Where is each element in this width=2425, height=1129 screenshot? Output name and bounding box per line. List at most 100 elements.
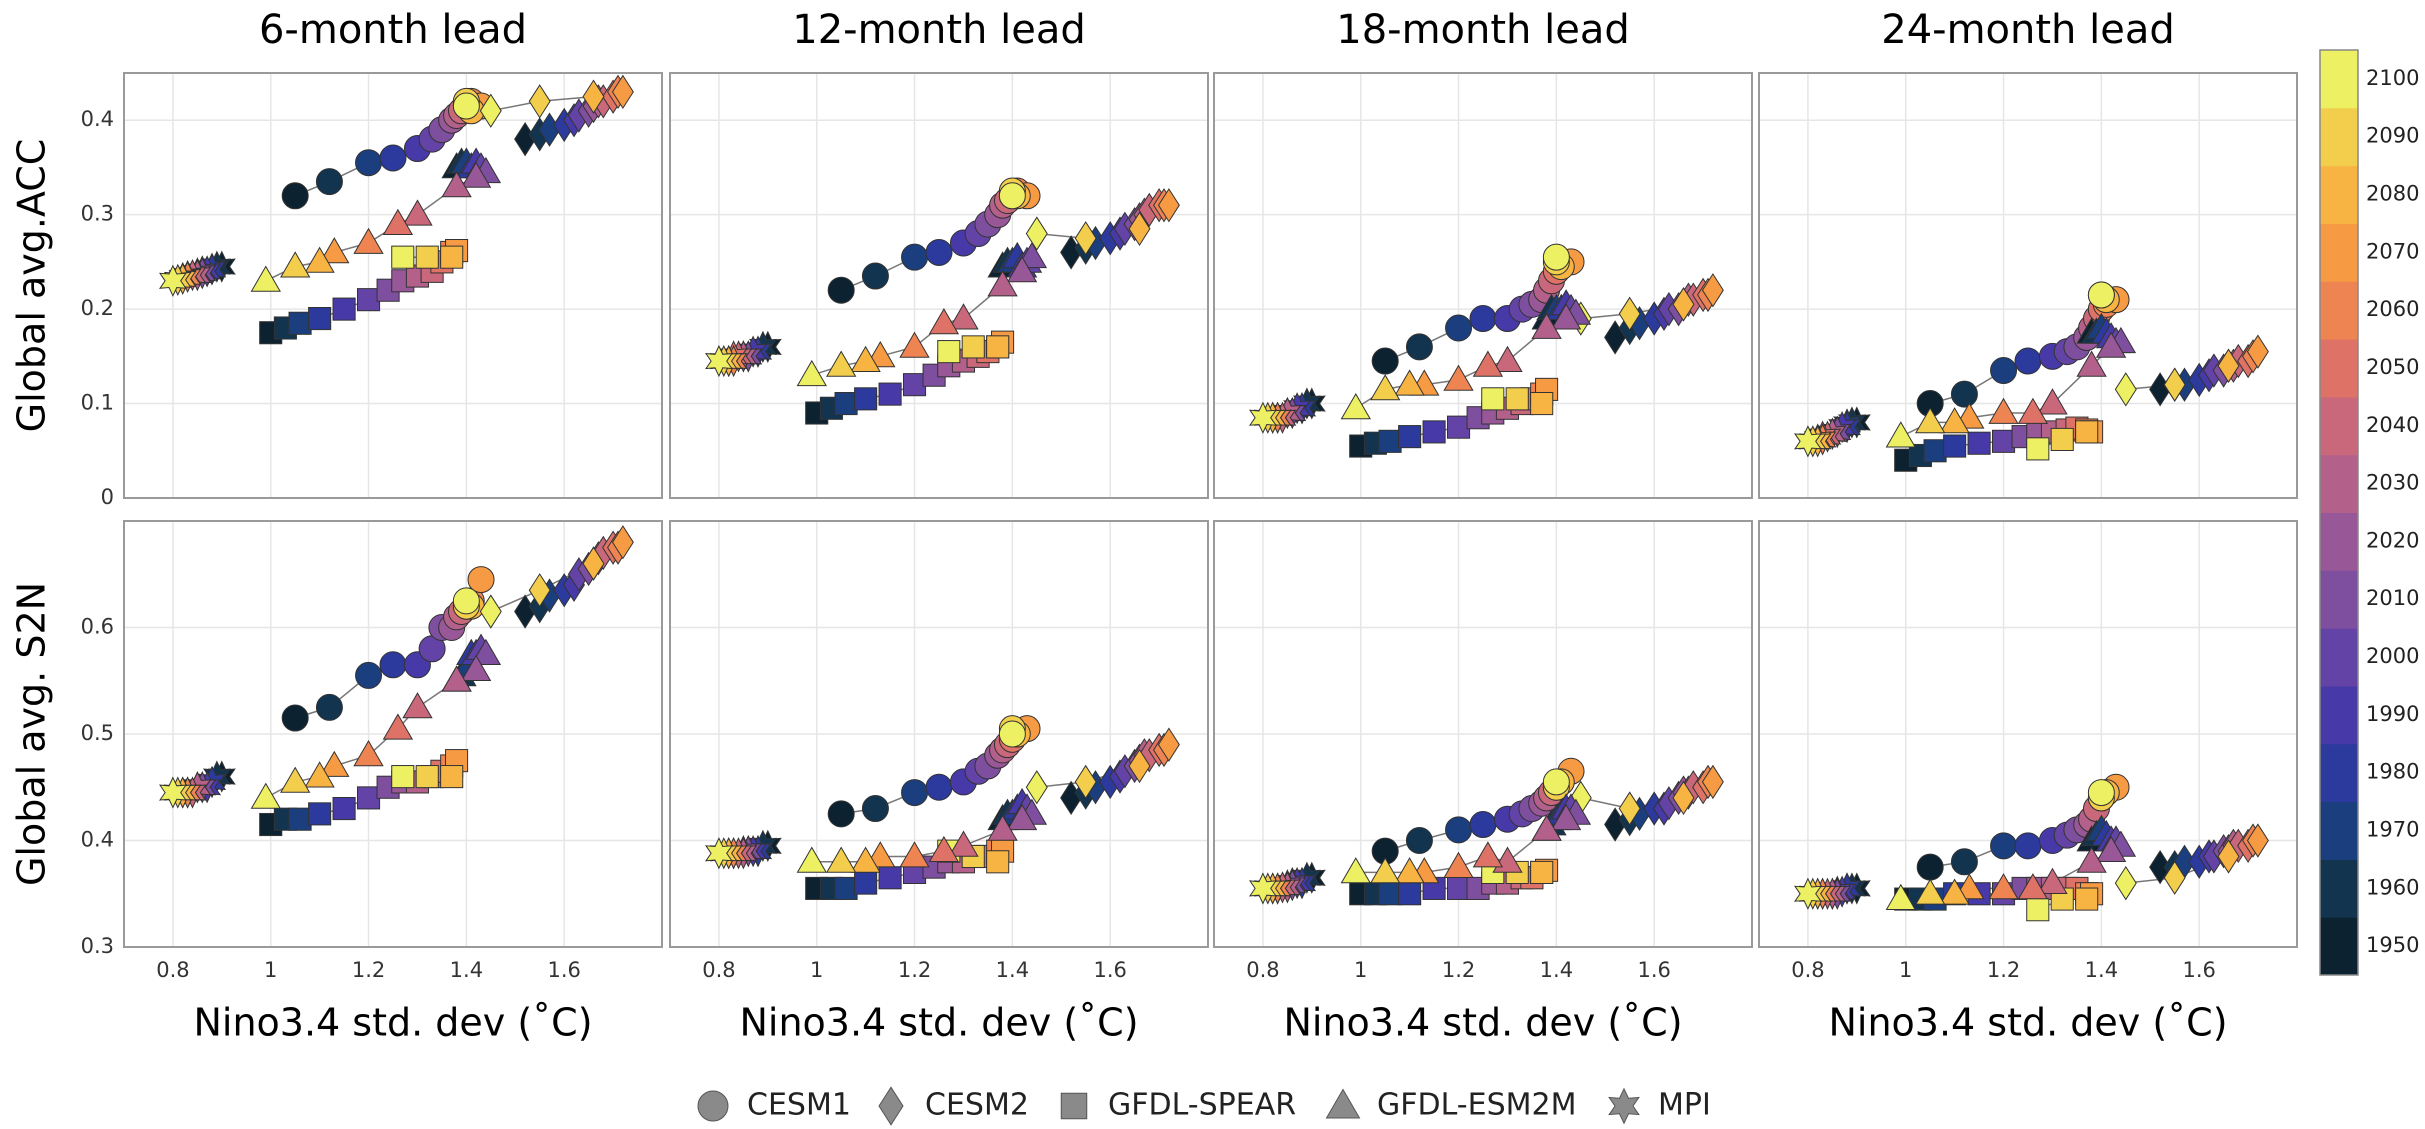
data-point bbox=[928, 835, 960, 862]
colorbar-cell bbox=[2320, 223, 2358, 282]
data-point bbox=[2217, 348, 2240, 383]
data-point bbox=[2095, 331, 2127, 358]
x-tick-label: 1 bbox=[264, 958, 277, 982]
colorbar-label: 2060 bbox=[2366, 297, 2419, 321]
colorbar-cell bbox=[2320, 743, 2358, 803]
data-point bbox=[1074, 221, 1097, 256]
data-point bbox=[2114, 372, 2137, 407]
x-tick-label: 0.8 bbox=[1246, 958, 1279, 982]
x-tick-label: 0.8 bbox=[1791, 958, 1824, 982]
data-point bbox=[986, 850, 1010, 874]
colorbar-label: 2040 bbox=[2366, 413, 2419, 437]
data-point bbox=[987, 814, 1018, 841]
y-tick-label: 0.1 bbox=[81, 391, 114, 415]
data-point bbox=[2163, 860, 2186, 895]
data-point bbox=[2037, 867, 2068, 894]
y-tick-label: 0.3 bbox=[81, 934, 114, 958]
data-point bbox=[1025, 770, 1048, 805]
y-tick-label: 0 bbox=[101, 485, 114, 509]
data-point bbox=[1405, 333, 1433, 361]
data-point bbox=[479, 594, 502, 629]
y-tick-label: 0.6 bbox=[81, 615, 114, 639]
data-point bbox=[937, 340, 961, 364]
data-point bbox=[2163, 367, 2186, 402]
x-tick-label: 1.6 bbox=[2182, 958, 2215, 982]
data-point bbox=[319, 237, 350, 264]
colorbar-label: 2070 bbox=[2366, 239, 2419, 263]
x-tick-label: 1.6 bbox=[547, 958, 580, 982]
panel-title: 18-month lead bbox=[1336, 7, 1630, 53]
data-point bbox=[1542, 243, 1570, 271]
data-point bbox=[796, 359, 827, 387]
data-point bbox=[1006, 256, 1038, 283]
data-point bbox=[861, 262, 889, 290]
data-point bbox=[1990, 357, 2018, 384]
data-point bbox=[2087, 281, 2115, 309]
panel-border bbox=[669, 520, 1209, 948]
data-point bbox=[1128, 211, 1151, 247]
colorbar-cell bbox=[2320, 801, 2358, 860]
data-point bbox=[1492, 345, 1523, 372]
data-point bbox=[1422, 420, 1446, 444]
data-point bbox=[382, 713, 414, 740]
data-point bbox=[1505, 387, 1529, 411]
data-point bbox=[1701, 273, 1724, 308]
data-point bbox=[1340, 857, 1371, 884]
panel-title: 12-month lead bbox=[792, 7, 1086, 53]
colorbar-cell bbox=[2320, 107, 2358, 167]
legend-marker bbox=[1325, 1088, 1361, 1119]
data-point bbox=[2026, 437, 2050, 461]
colorbar-cell bbox=[2320, 165, 2358, 224]
data-point bbox=[1248, 401, 1277, 434]
x-tick-label: 0.8 bbox=[156, 958, 189, 982]
x-axis-label: Nino3.4 std. dev (˚C) bbox=[739, 1001, 1138, 1045]
data-point bbox=[158, 776, 187, 809]
data-point bbox=[308, 802, 332, 826]
data-point bbox=[611, 74, 634, 110]
data-point bbox=[415, 765, 439, 789]
data-point bbox=[925, 773, 953, 801]
data-point bbox=[854, 871, 878, 895]
data-point bbox=[1950, 848, 1978, 876]
legend-marker bbox=[1608, 1087, 1640, 1125]
data-point bbox=[2014, 832, 2042, 860]
data-point bbox=[901, 243, 929, 271]
data-point bbox=[2037, 388, 2068, 415]
legend-label: GFDL-SPEAR bbox=[1108, 1088, 1296, 1123]
colorbar-label: 1950 bbox=[2366, 933, 2419, 957]
data-point bbox=[1248, 872, 1277, 905]
colorbar-label: 1960 bbox=[2366, 875, 2419, 899]
data-point bbox=[1370, 857, 1401, 884]
x-tick-label: 1.6 bbox=[1637, 958, 1670, 982]
data-point bbox=[1939, 878, 1970, 905]
data-point bbox=[878, 866, 902, 890]
colorbar-cell bbox=[2320, 570, 2358, 629]
data-point bbox=[479, 93, 502, 128]
data-point bbox=[1394, 369, 1425, 396]
x-tick-label: 0.8 bbox=[702, 958, 735, 982]
data-point bbox=[1531, 312, 1562, 339]
colorbar-label: 1970 bbox=[2366, 817, 2419, 841]
data-point bbox=[281, 182, 309, 210]
data-point bbox=[391, 245, 415, 269]
data-point bbox=[1371, 347, 1399, 375]
data-point bbox=[582, 546, 605, 581]
legend-label: CESM1 bbox=[747, 1088, 851, 1123]
data-point bbox=[1340, 393, 1371, 420]
data-point bbox=[452, 587, 480, 615]
x-tick-label: 1.4 bbox=[996, 958, 1029, 982]
colorbar-label: 2010 bbox=[2366, 586, 2419, 610]
data-point bbox=[1672, 780, 1695, 816]
data-point bbox=[315, 168, 343, 196]
data-point bbox=[304, 761, 335, 788]
data-point bbox=[280, 251, 311, 278]
panel-background bbox=[1214, 73, 1752, 498]
y-tick-label: 0.4 bbox=[81, 828, 114, 852]
colorbar-label: 2030 bbox=[2366, 471, 2419, 495]
legend-label: GFDL-ESM2M bbox=[1377, 1088, 1576, 1123]
data-point bbox=[250, 782, 281, 809]
data-point bbox=[355, 661, 383, 689]
colorbar-cell bbox=[2320, 917, 2358, 976]
colorbar-label: 2000 bbox=[2366, 644, 2419, 668]
data-point bbox=[2017, 873, 2049, 900]
